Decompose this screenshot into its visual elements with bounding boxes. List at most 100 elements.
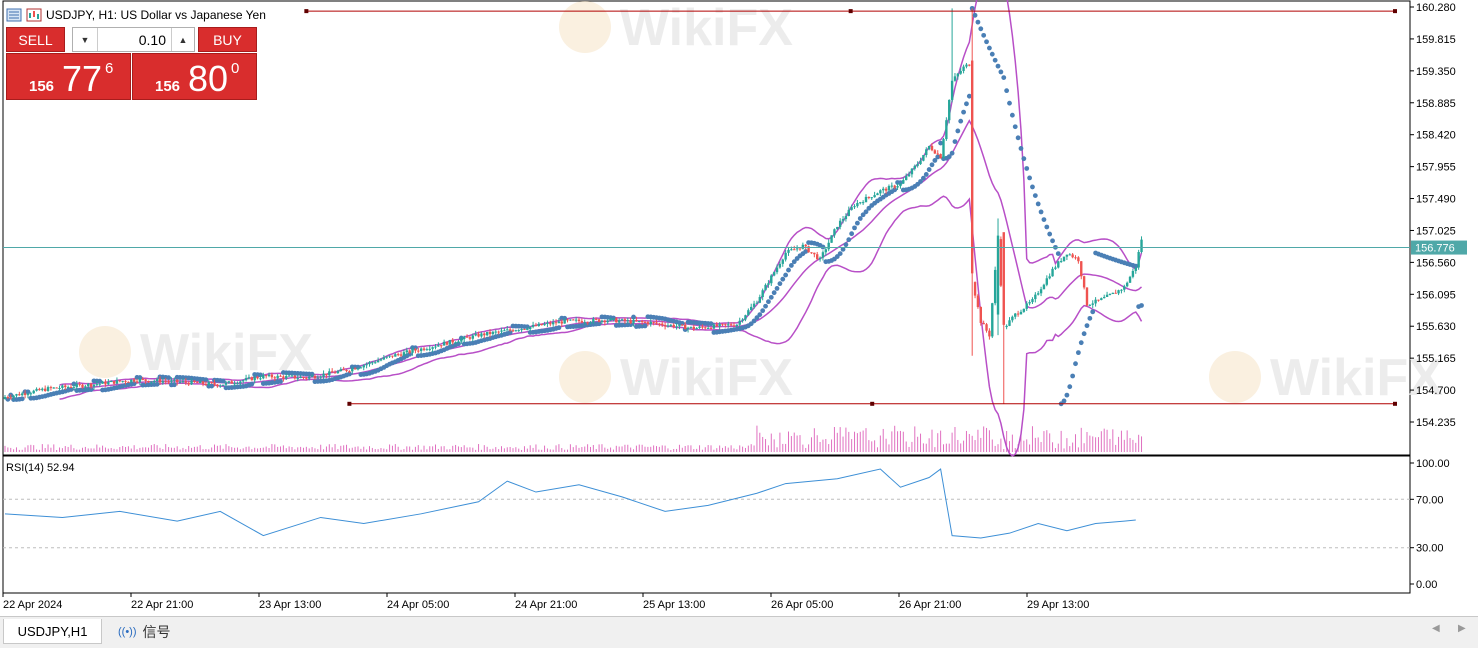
candle-body — [328, 371, 331, 376]
sar-dot — [754, 315, 760, 321]
candle-body — [640, 321, 644, 323]
candle-body — [38, 388, 41, 391]
candle-body — [534, 325, 538, 327]
scroll-left-icon[interactable]: ◀ — [1432, 623, 1440, 634]
lot-increase-icon[interactable]: ▲ — [171, 28, 194, 51]
candle-body — [150, 381, 153, 383]
level-handle[interactable] — [1393, 9, 1397, 14]
sar-dot — [1041, 217, 1047, 223]
candle-body — [190, 380, 193, 385]
candle-body — [130, 379, 133, 382]
candle-body — [49, 387, 53, 389]
level-handle[interactable] — [347, 401, 352, 406]
candle-body — [678, 324, 681, 327]
candle-body — [663, 325, 667, 327]
sell-price-box[interactable]: 156 77 6 — [6, 53, 131, 100]
candle-body — [474, 333, 477, 336]
candle-body — [948, 99, 951, 121]
time-tick-label: 22 Apr 2024 — [3, 599, 62, 611]
candle-body — [807, 246, 810, 253]
level-handle[interactable] — [1393, 401, 1397, 406]
sar-dot — [1061, 398, 1067, 404]
candle-body — [454, 342, 457, 344]
candle-body — [316, 377, 320, 379]
sar-dot — [981, 32, 987, 38]
time-tick-label: 26 Apr 05:00 — [771, 599, 833, 611]
sar-dot — [1018, 146, 1024, 151]
candle-body — [118, 380, 121, 382]
candle-body — [950, 80, 954, 100]
candle-body — [147, 380, 150, 383]
candle-body — [12, 395, 15, 398]
buy-button[interactable]: BUY — [198, 27, 257, 52]
candle-body — [1045, 278, 1049, 285]
candle-body — [761, 290, 764, 298]
candle-body — [904, 176, 908, 181]
lot-size-stepper[interactable]: ▼ 0.10 ▲ — [72, 27, 195, 52]
price-tick-label: 157.955 — [1416, 162, 1456, 174]
candle-body — [434, 346, 437, 348]
candle-body — [1068, 254, 1071, 256]
candle-body — [276, 375, 279, 379]
candle-body — [379, 359, 383, 361]
lot-size-value[interactable]: 0.10 — [138, 31, 166, 48]
tab-signals[interactable]: ((•)) 信号 — [118, 621, 171, 643]
candle-body — [411, 349, 414, 353]
scroll-right-icon[interactable]: ▶ — [1458, 623, 1466, 634]
rsi-tick-label: 30.00 — [1416, 543, 1444, 555]
candle-body — [219, 385, 222, 387]
candle-body — [187, 382, 190, 385]
candle-body — [121, 381, 124, 383]
candle-body — [976, 295, 980, 308]
chart-title: USDJPY, H1: US Dollar vs Japanese Yen — [46, 8, 266, 22]
level-handle[interactable] — [848, 9, 853, 14]
candle-body — [193, 380, 196, 383]
candle-body — [322, 373, 325, 377]
candle-body — [155, 379, 159, 381]
menu-icon[interactable] — [6, 8, 22, 22]
level-handle[interactable] — [870, 401, 875, 406]
sar-dot — [849, 231, 855, 237]
sar-dot — [309, 371, 315, 377]
sar-dot — [1044, 224, 1050, 230]
rsi-tick-label: 70.00 — [1416, 494, 1444, 506]
candle-body — [89, 383, 93, 387]
candle-body — [1131, 270, 1135, 277]
sell-button[interactable]: SELL — [6, 27, 65, 52]
lot-decrease-icon[interactable]: ▼ — [73, 28, 98, 51]
sar-dot — [820, 244, 826, 250]
candle-body — [405, 350, 408, 353]
candle-body — [910, 168, 914, 175]
sell-price-prefix: 156 — [29, 78, 55, 95]
candle-body — [428, 348, 431, 350]
candle-body — [738, 320, 741, 325]
candle-body — [414, 349, 417, 351]
candle-body — [84, 386, 87, 388]
chart-settings-icon[interactable] — [26, 8, 42, 22]
candle-body — [1005, 325, 1008, 328]
candle-body — [204, 383, 208, 385]
buy-price-pips: 80 — [188, 58, 229, 99]
candle-body — [66, 386, 70, 388]
candle-body — [325, 373, 328, 376]
candle-body — [445, 341, 449, 345]
sar-dot — [137, 375, 143, 380]
candle-body — [308, 376, 311, 379]
sar-dot — [989, 51, 995, 57]
candle-body — [32, 390, 35, 394]
candle-body — [207, 382, 210, 385]
candle-body — [907, 174, 911, 177]
sar-dot — [892, 187, 898, 193]
level-handle[interactable] — [304, 9, 309, 14]
candle-body — [649, 321, 652, 325]
sar-dot — [166, 375, 171, 381]
candle-body — [988, 330, 991, 337]
buy-price-box[interactable]: 156 80 0 — [132, 53, 257, 100]
sar-dot — [780, 276, 786, 282]
price-tick-label: 154.235 — [1416, 417, 1456, 429]
candle-body — [256, 377, 259, 379]
candle-body — [683, 324, 687, 330]
sar-dot — [929, 162, 935, 168]
tab-usdjpy-h1[interactable]: USDJPY,H1 — [3, 619, 102, 644]
